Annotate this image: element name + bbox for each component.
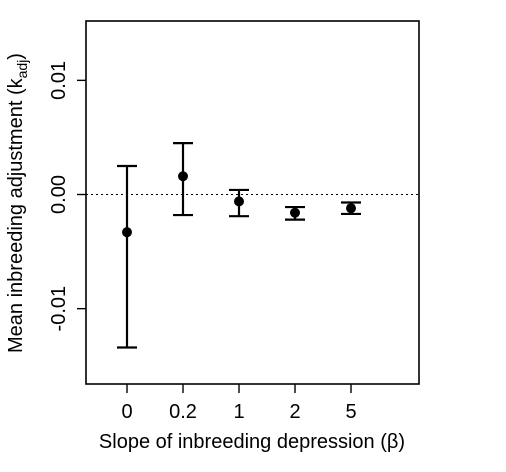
- y-axis-label-subscript: adj: [14, 60, 30, 79]
- y-axis-label-close: ): [5, 53, 27, 60]
- x-tick-label: 5: [345, 401, 356, 423]
- y-axis-label-main: Mean inbreeding adjustment (k: [5, 77, 27, 353]
- mean-point: [290, 208, 300, 218]
- mean-point: [234, 196, 244, 206]
- mean-point: [346, 203, 356, 213]
- y-tick-label: -0.01: [48, 286, 70, 332]
- mean-point: [122, 227, 132, 237]
- x-axis-label: Slope of inbreeding depression (β): [99, 431, 405, 453]
- plot-frame: [86, 21, 419, 384]
- y-axis-label: Mean inbreeding adjustment (kadj): [5, 53, 30, 353]
- x-tick-label: 2: [289, 401, 300, 423]
- y-tick-label: 0.01: [48, 61, 70, 100]
- y-tick-label: 0.00: [48, 175, 70, 214]
- mean-point: [178, 171, 188, 181]
- y-axis: -0.01 0.00 0.01: [48, 61, 86, 332]
- x-axis: 0 0.2 1 2 5: [121, 384, 356, 423]
- x-tick-label: 0: [121, 401, 132, 423]
- data-marks: [117, 143, 361, 347]
- x-tick-label: 0.2: [169, 401, 197, 423]
- x-tick-label: 1: [233, 401, 244, 423]
